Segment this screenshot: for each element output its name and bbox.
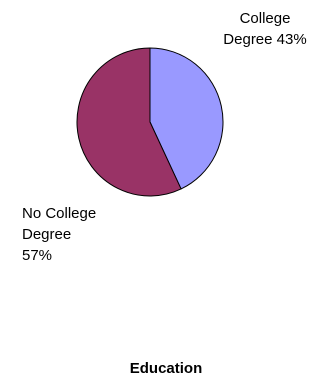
slice-label-no-college-line-1: No College [22,205,97,222]
chart-title: Education [129,360,203,377]
pie-slice-college [149,47,224,190]
slice-label-no-college: No College Degree 57% [22,203,96,266]
slice-label-college-line-2: Degree 43% [223,31,307,48]
slice-label-college-line-1: College [239,10,291,27]
slice-label-no-college-line-2: Degree [22,226,72,243]
slice-label-college: College Degree 43% [200,8,330,50]
slice-label-no-college-line-3: 57% [22,247,53,264]
pie-slice-no-college [76,47,182,197]
